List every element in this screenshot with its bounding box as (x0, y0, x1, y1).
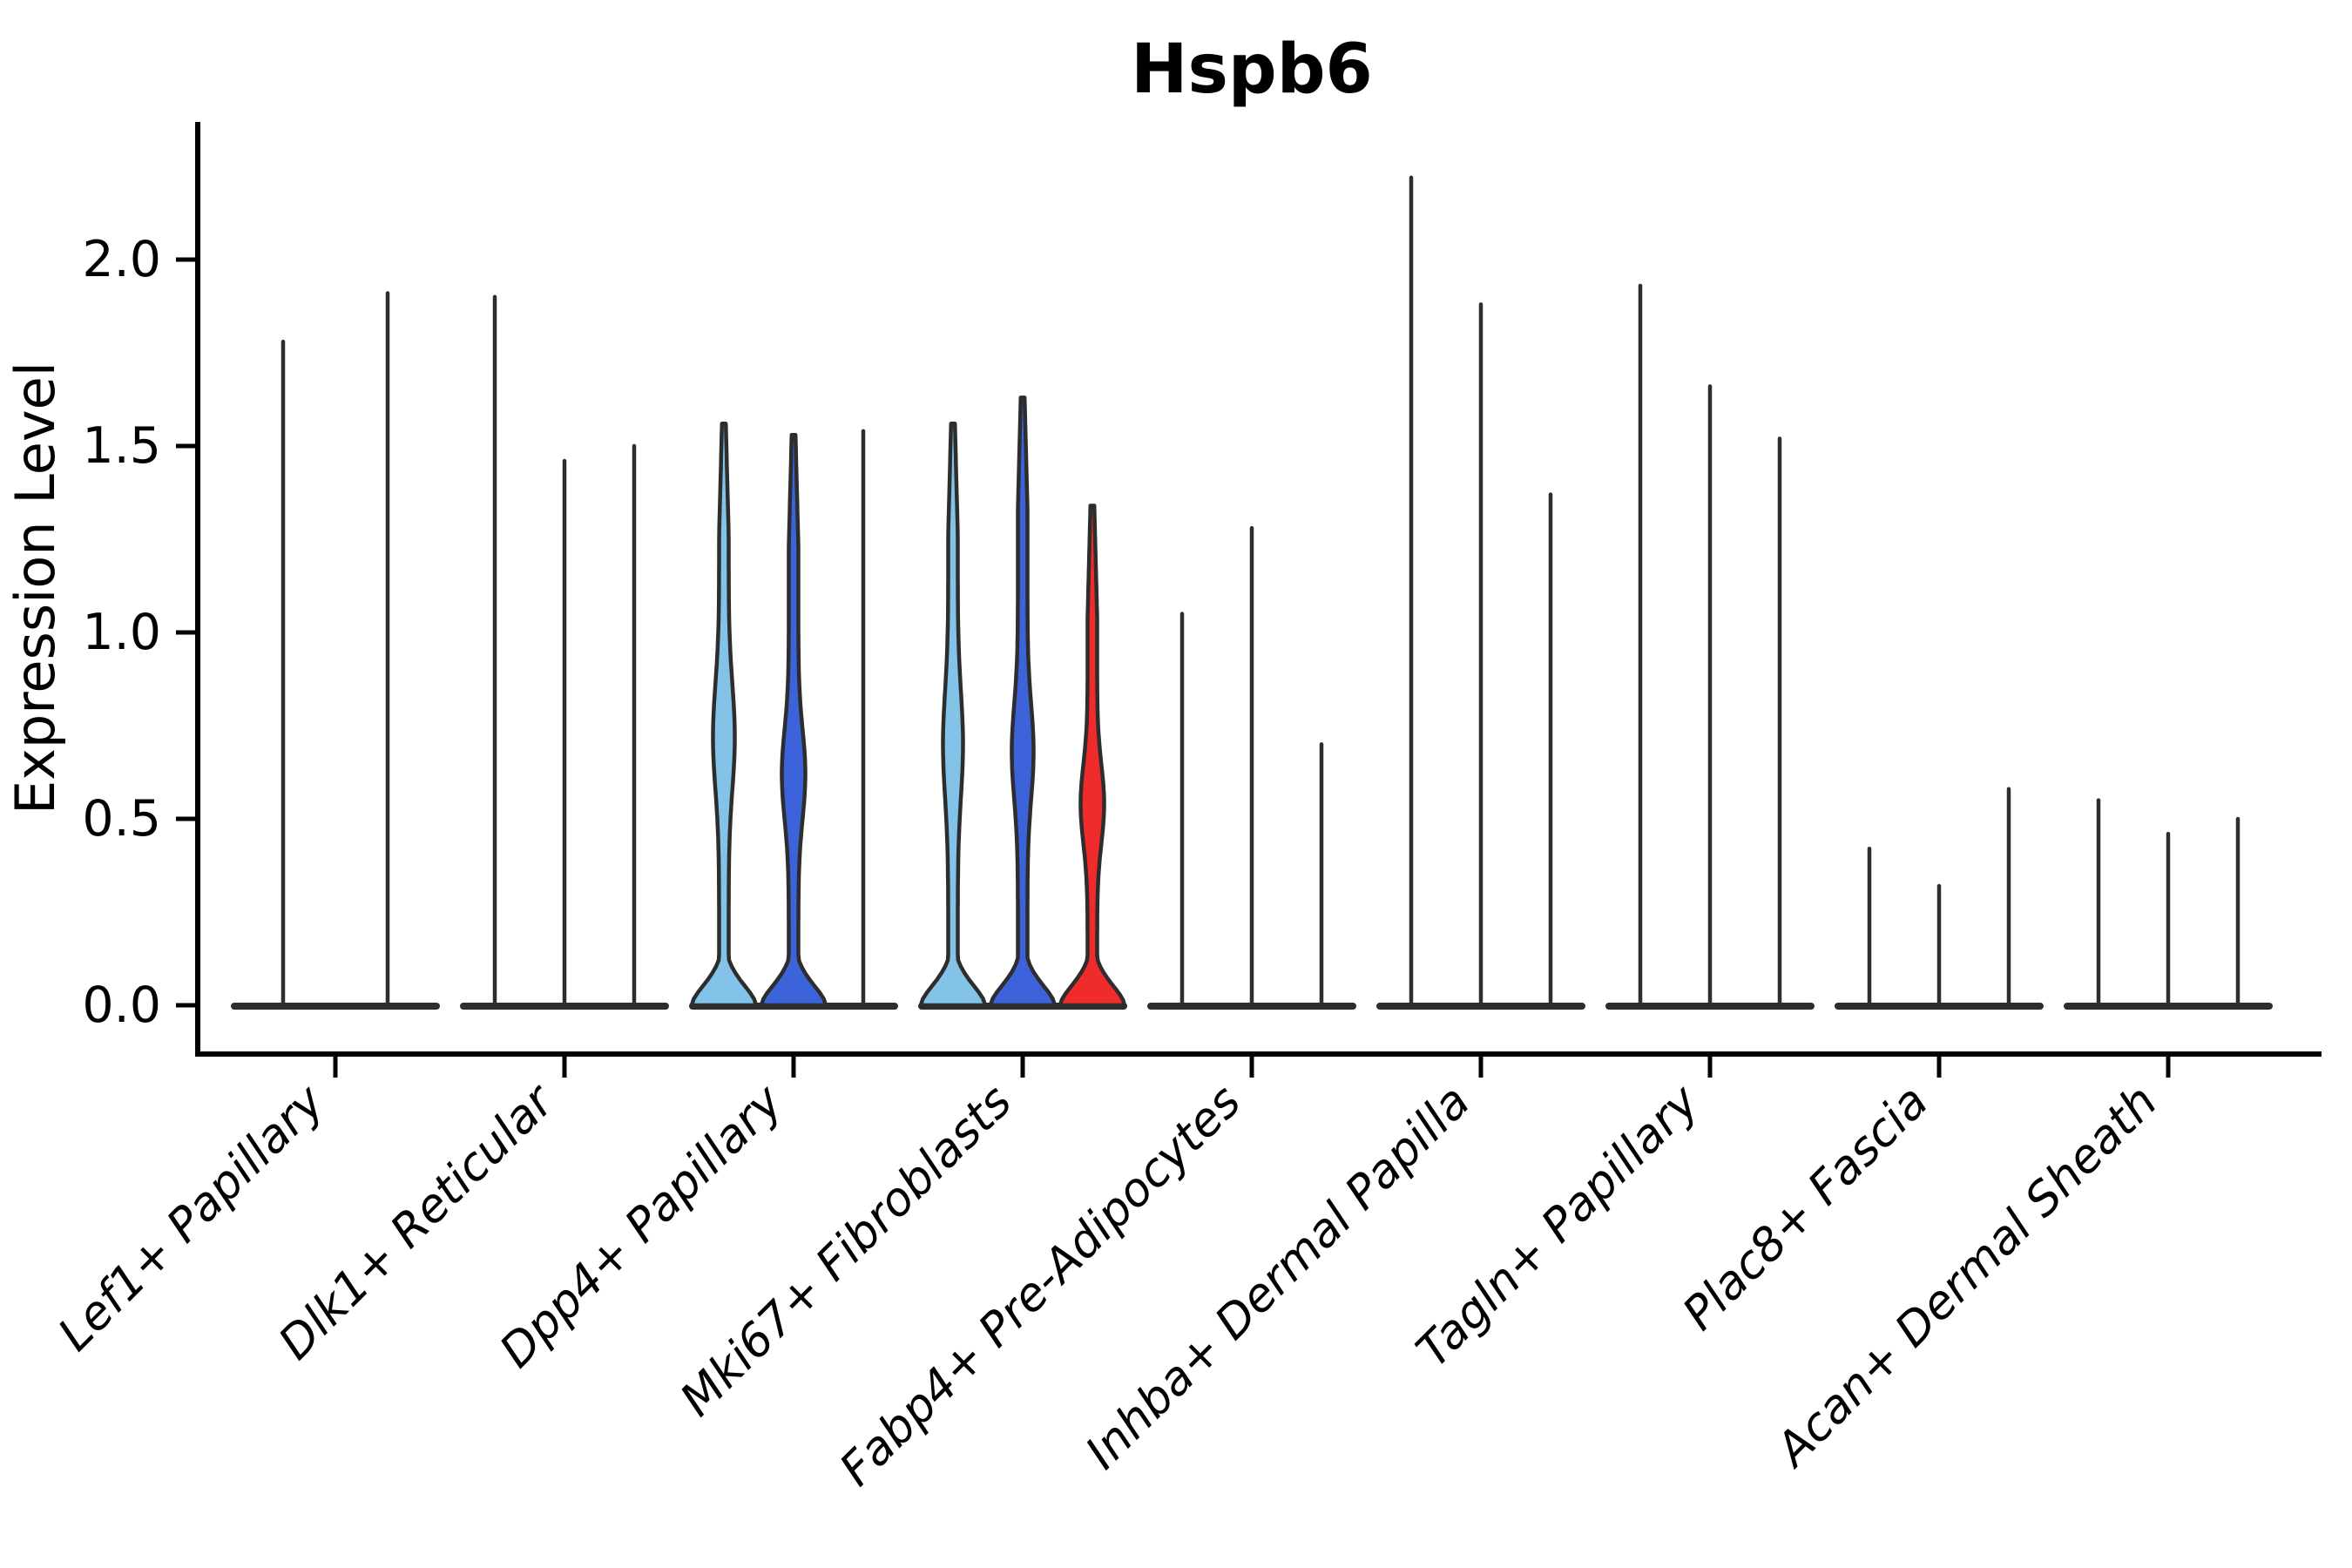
violin-group (1376, 175, 1585, 1010)
y-tick-label: 1.5 (82, 417, 161, 475)
axes (195, 122, 2322, 1057)
y-tick-label: 1.0 (82, 604, 161, 661)
violin-filled-dark_blue (759, 432, 828, 1008)
violin-group (1147, 525, 1356, 1010)
y-tick-label: 0.0 (82, 977, 161, 1034)
violin-series (231, 175, 2273, 1010)
violin-group (689, 422, 898, 1010)
y-tick-labels: 0.0 0.5 1.0 1.5 2.0 (82, 231, 198, 1034)
x-tick-label: Inhba+ Dermal Papilla (1076, 1075, 1480, 1479)
x-tick-label: Acan+ Dermal Sheath (1765, 1075, 2168, 1478)
violin-group (918, 395, 1127, 1010)
violin-filled-red (1058, 504, 1127, 1008)
violin-filled-light_blue (689, 422, 759, 1008)
violin-group (1605, 283, 1815, 1010)
violin-group (1835, 787, 2044, 1010)
x-tick-label: Fabp4+ Pre-Adipocytes (830, 1075, 1252, 1497)
violin-group (2064, 798, 2273, 1010)
chart-title: Hspb6 (1131, 30, 1373, 109)
violin-group (460, 294, 669, 1010)
violin-group (231, 291, 440, 1010)
violin-filled-light_blue (918, 422, 988, 1008)
y-axis-label: Expression Level (3, 362, 67, 814)
x-tick-label: Plac8+ Fascia (1673, 1075, 1938, 1341)
violin-filled-dark_blue (988, 395, 1058, 1008)
y-tick-label: 2.0 (82, 231, 161, 288)
y-tick-label: 0.5 (82, 790, 161, 848)
